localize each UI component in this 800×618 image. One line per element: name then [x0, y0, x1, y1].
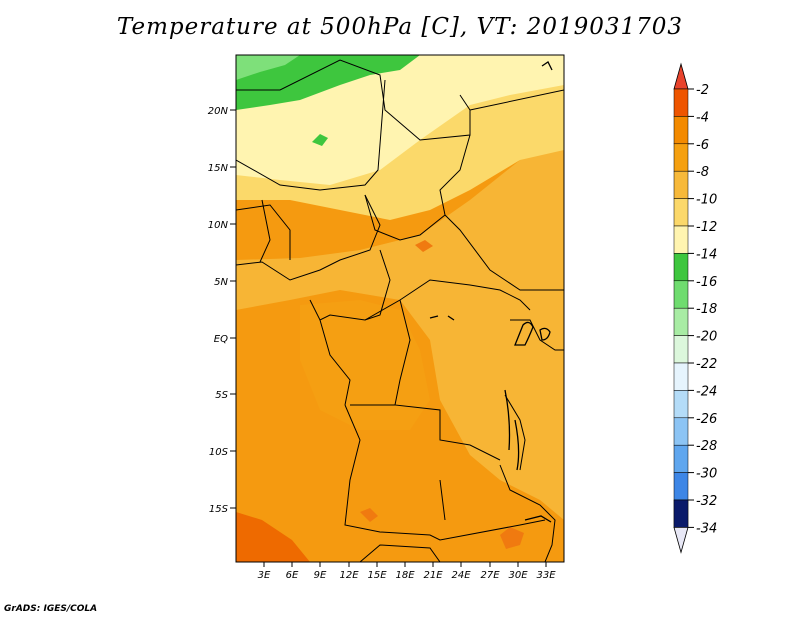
map-plot-area [236, 55, 564, 562]
lon-label: 30E [508, 570, 528, 581]
field-band-light-green [236, 55, 300, 80]
legend-swatch [673, 143, 689, 172]
legend-label: -26 [696, 412, 717, 427]
country-borders [236, 59, 564, 562]
field-band-green [236, 55, 420, 110]
field-mid-orange [300, 300, 430, 430]
legend-label: -34 [696, 521, 717, 536]
legend-label: -4 [696, 110, 709, 125]
grads-credit: GrADS: IGES/COLA [4, 604, 98, 614]
field-band-light-orange [236, 140, 564, 520]
lon-label: 18E [395, 570, 415, 581]
legend-swatch [673, 444, 689, 473]
legend-swatch [673, 472, 689, 501]
legend-swatch [673, 280, 689, 309]
legend-label: -12 [696, 220, 717, 235]
lat-axis [230, 109, 236, 509]
legend-swatch [673, 362, 689, 391]
legend-swatch [673, 198, 689, 227]
lon-label: 9E [314, 570, 327, 581]
lat-label: 10N [208, 220, 229, 231]
lakes-outline [429, 61, 553, 523]
lon-label: 15E [367, 570, 387, 581]
lat-label: 10S [209, 447, 229, 458]
legend-swatch [673, 499, 689, 528]
legend-label: -22 [696, 357, 717, 372]
lat-label: 15N [208, 163, 229, 174]
color-legend: -2 -4 -6 -8 -10 -12 -14 -16 -18 -20 -22 -24 -26 -28 -3… [673, 62, 717, 554]
lon-label: 21E [423, 570, 443, 581]
legend-label: -6 [696, 138, 709, 153]
legend-swatch [673, 88, 689, 117]
field-green-patch [312, 134, 328, 146]
lat-label: 5S [215, 390, 228, 401]
lon-label: 33E [536, 570, 556, 581]
legend-swatch [673, 307, 689, 336]
lon-label: 3E [258, 570, 271, 581]
lon-label: 12E [339, 570, 359, 581]
legend-swatch [673, 116, 689, 145]
legend-label: -30 [696, 467, 717, 482]
legend-label: -16 [696, 275, 717, 290]
field-dark-orange-patch [236, 512, 310, 562]
lat-label: 15S [209, 504, 229, 515]
legend-label: -32 [696, 494, 717, 509]
lat-label: 20N [208, 106, 229, 117]
legend-swatch [673, 417, 689, 446]
legend-swatch [673, 225, 689, 254]
legend-label: -28 [696, 439, 717, 454]
lon-label: 6E [286, 570, 299, 581]
lat-label: EQ [214, 334, 228, 345]
legend-swatch [673, 335, 689, 364]
lon-label: 27E [480, 570, 500, 581]
map-frame [235, 54, 565, 563]
lon-axis [263, 562, 547, 567]
legend-label: -14 [696, 247, 717, 262]
legend-label: -8 [696, 165, 709, 180]
lon-label: 24E [451, 570, 471, 581]
legend-swatch [673, 253, 689, 282]
legend-label: -20 [696, 330, 717, 345]
legend-label: -24 [696, 384, 717, 399]
legend-arrow-top [673, 62, 689, 90]
field-dark-orange-patch [500, 527, 524, 549]
legend-swatch [673, 390, 689, 419]
legend-label: -10 [696, 193, 717, 208]
field-dark-orange-patch [360, 508, 378, 522]
legend-label: -2 [696, 83, 709, 98]
legend-swatch [673, 170, 689, 199]
map-title: Temperature at 500hPa [C], VT: 201903170… [116, 14, 684, 40]
lat-label: 5N [214, 277, 228, 288]
field-dark-orange-patch [415, 240, 433, 252]
legend-arrow-bottom [673, 527, 689, 554]
legend-label: -18 [696, 302, 717, 317]
